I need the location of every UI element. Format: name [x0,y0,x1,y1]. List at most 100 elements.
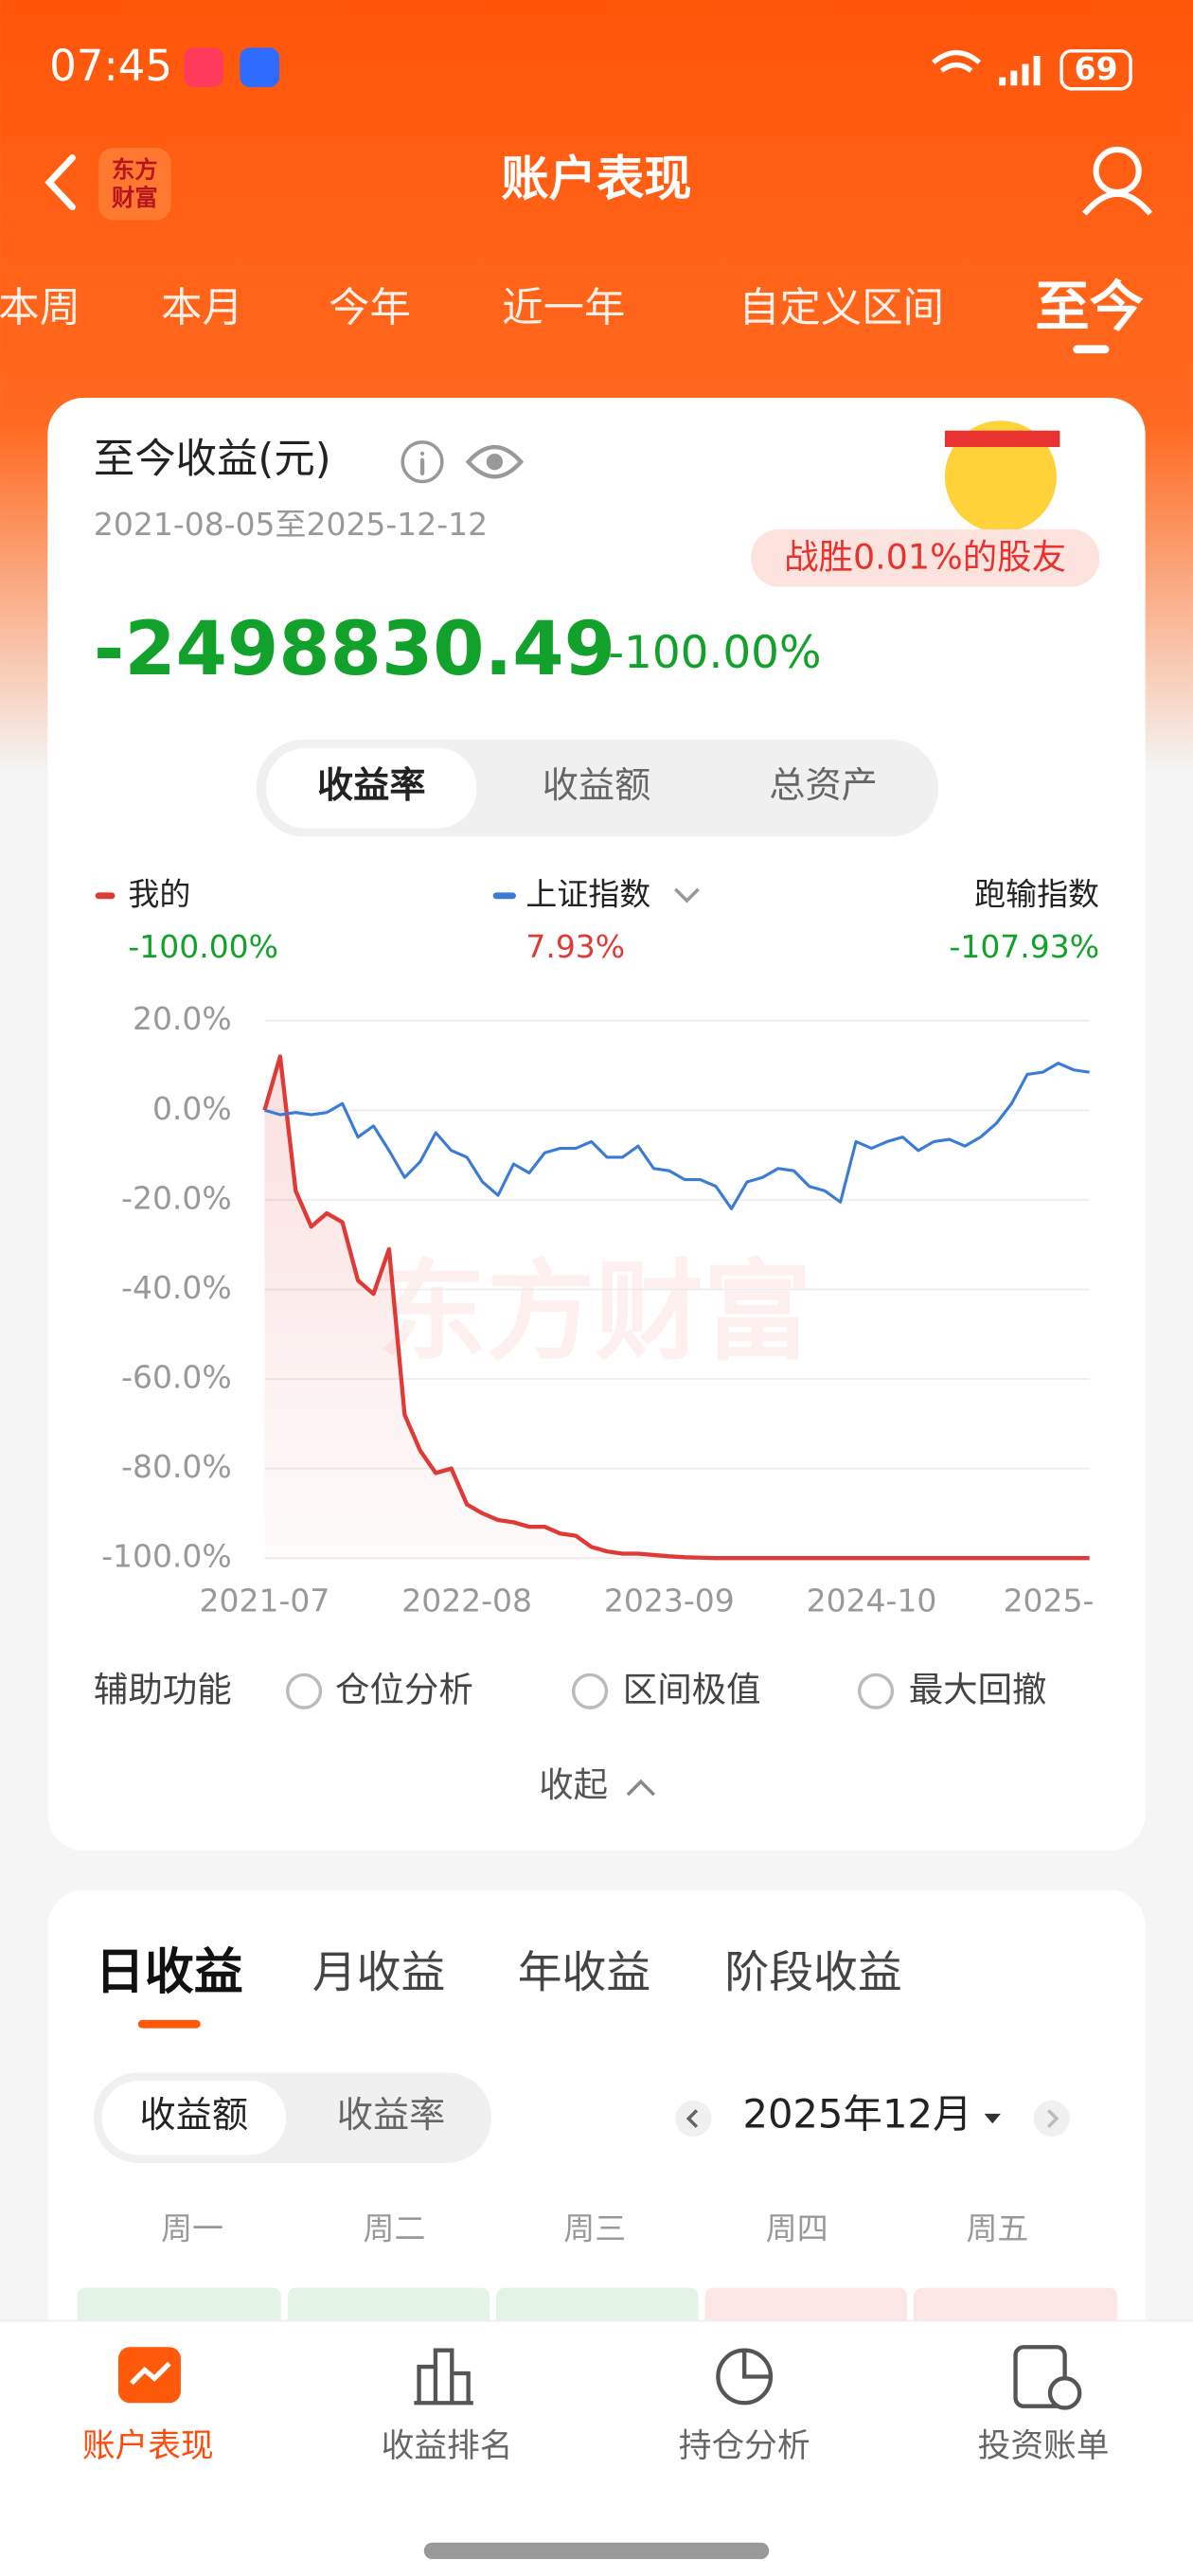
nav-label[interactable]: 持仓分析 [679,2427,810,2465]
tool-option[interactable]: 最大回撤 [909,1669,1047,1709]
legend-swatch [492,892,516,900]
profit-rate: -100.00% [608,628,821,679]
weekday: 周四 [766,2210,828,2247]
y-tick-label: -100.0% [101,1538,232,1575]
y-tick-label: 0.0% [152,1090,232,1127]
month-picker[interactable]: 2025年12月 [742,2090,971,2137]
app-icon [240,47,280,87]
collapse-arrow[interactable] [626,1779,655,1797]
bottom-nav [0,2320,1193,2576]
tools-label: 辅助功能 [94,1669,232,1709]
page-title: 账户表现 [501,151,691,206]
period-tab[interactable]: 本月 [161,285,243,332]
signal-icon [999,56,1041,86]
logo-text: 东方 [112,155,158,183]
y-tick-label: 20.0% [133,1000,232,1037]
nav-label[interactable]: 账户表现 [82,2427,214,2465]
weekday: 周二 [364,2210,426,2247]
prev-month[interactable] [675,2100,712,2138]
mode-selected [266,747,477,829]
radio[interactable] [285,1673,323,1709]
y-tick-label: -20.0% [121,1179,232,1216]
profit-amount: -2498830.49 [94,607,615,692]
legend-label: 我的 [128,875,190,912]
y-tick-label: -60.0% [121,1359,232,1396]
watermark: 东方财富 [378,1250,811,1376]
legend-label: 上证指数 [525,875,650,912]
prev-arrow [686,2109,699,2128]
emoji [944,420,1057,533]
area [264,1056,1090,1559]
home-indicator [423,2542,770,2560]
period-tab[interactable]: 近一年 [502,285,625,332]
card-title: 至今收益(元) [94,436,331,483]
next-month[interactable] [1033,2100,1070,2138]
radio[interactable] [857,1673,895,1709]
weekday: 周三 [563,2210,626,2247]
info-icon[interactable] [401,440,444,484]
tool-option[interactable]: 区间极值 [623,1669,761,1709]
mode-selected [101,2081,286,2156]
x-tick-label: 2024-10 [807,1583,937,1619]
x-tick-label: 2021-07 [200,1583,330,1619]
y-tick-label: -40.0% [121,1269,232,1306]
profile-icon-body [1082,190,1153,216]
nav-label[interactable]: 投资账单 [978,2427,1110,2465]
chart-mode[interactable]: 总资产 [769,765,878,807]
collapse-button[interactable]: 收起 [539,1764,608,1805]
tab-indicator [137,2019,201,2029]
nav-icon [414,2348,473,2406]
legend-swatch [95,892,116,900]
battery-icon [1059,49,1132,91]
y-tick-label: -80.0% [121,1448,232,1485]
return-mode[interactable]: 收益率 [337,2095,446,2137]
return-tab[interactable]: 年收益 [518,1948,651,1999]
back-button[interactable] [45,154,76,211]
wifi-icon [932,49,982,73]
nav-label[interactable]: 收益排名 [382,2427,513,2465]
index-dropdown[interactable] [674,887,700,903]
nav-icon-line [130,2361,171,2386]
tab-indicator [1073,345,1110,354]
battery-level: 69 [1075,50,1118,87]
eye-pupil [486,453,504,471]
period-tab[interactable]: 至今 [1035,276,1144,339]
rank-badge: 战胜0.01%的股友 [784,537,1066,578]
line [264,1062,1090,1210]
clock: 07:45 [49,41,172,91]
period-tab[interactable]: 自定义区间 [739,285,944,332]
return-mode[interactable]: 收益额 [140,2095,249,2137]
legend-return: 7.93% [525,928,625,965]
tool-option[interactable]: 仓位分析 [335,1669,473,1709]
radio[interactable] [571,1673,609,1709]
next-arrow [1047,2109,1059,2128]
return-tab[interactable]: 阶段收益 [724,1948,901,1999]
logo [98,148,171,221]
app-icon [184,47,224,87]
period-tab[interactable]: 本周 [0,285,80,332]
month-dropdown[interactable] [984,2113,1001,2124]
return-tab[interactable]: 月收益 [312,1948,446,1999]
period-range: 2021-08-05至2025-12-12 [94,506,488,543]
eye-icon[interactable] [465,445,525,479]
return-tab[interactable]: 日收益 [96,1944,243,2001]
x-tick-label: 2023-09 [604,1583,735,1619]
chart-mode[interactable]: 收益额 [543,765,651,807]
legend-label: 跑输指数 [974,875,1099,912]
weekday: 周一 [161,2210,223,2247]
x-tick-label: 2022-08 [401,1583,532,1619]
line [262,1054,1090,1561]
chart-mode[interactable]: 收益率 [317,765,426,807]
logo-text: 财富 [112,184,158,211]
badge [751,528,1100,587]
period-tab[interactable]: 今年 [329,285,411,332]
legend-return: -100.00% [128,928,278,965]
nav-icon-coin [1047,2376,1082,2410]
weekday: 周五 [966,2210,1028,2247]
nav-icon-slice [742,2350,771,2379]
emoji-headband [944,430,1060,448]
x-tick-label: 2025- [1004,1583,1095,1619]
legend-return: -107.93% [949,928,1099,965]
